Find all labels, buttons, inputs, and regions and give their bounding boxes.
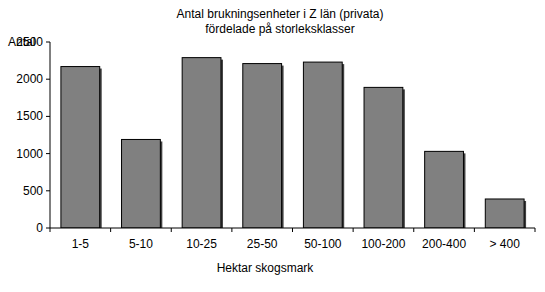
y-tick-label: 1000 xyxy=(16,147,43,161)
y-tick xyxy=(46,228,50,229)
y-tick-label: 500 xyxy=(23,184,43,198)
y-tick xyxy=(46,79,50,80)
x-tick-label: > 400 xyxy=(490,237,521,251)
x-tick-label: 5-10 xyxy=(129,237,153,251)
x-tick-label: 1-5 xyxy=(72,237,90,251)
y-tick xyxy=(46,153,50,154)
x-tick-label: 200-400 xyxy=(422,237,466,251)
x-tick xyxy=(171,228,172,232)
x-tick-label: 100-200 xyxy=(361,237,405,251)
bar xyxy=(425,151,464,228)
bar xyxy=(122,139,161,228)
bar xyxy=(243,64,282,228)
y-tick-label: 1500 xyxy=(16,109,43,123)
x-tick-label: 25-50 xyxy=(247,237,278,251)
bar xyxy=(303,62,342,228)
y-axis xyxy=(50,42,51,228)
x-tick xyxy=(535,228,536,232)
x-tick xyxy=(110,228,111,232)
bars xyxy=(61,58,526,228)
x-tick xyxy=(292,228,293,232)
bar xyxy=(182,58,221,228)
x-tick xyxy=(353,228,354,232)
chart-container: Antal brukningsenheter i Z län (privata)… xyxy=(0,0,545,292)
x-tick-label: 10-25 xyxy=(186,237,217,251)
chart-svg: Antal brukningsenheter i Z län (privata)… xyxy=(0,0,545,292)
bar xyxy=(485,199,524,228)
y-tick-label: 2000 xyxy=(16,72,43,86)
title-line: fördelade på storleksklasser xyxy=(205,22,354,36)
y-tick xyxy=(46,190,50,191)
title: Antal brukningsenheter i Z län (privata)… xyxy=(177,7,384,36)
y-tick xyxy=(46,42,50,43)
title-line: Antal brukningsenheter i Z län (privata) xyxy=(177,7,384,21)
y-tick xyxy=(46,116,50,117)
x-tick xyxy=(231,228,232,232)
y-tick-label: 0 xyxy=(36,221,43,235)
y-tick-label: 2500 xyxy=(16,35,43,49)
x-tick xyxy=(413,228,414,232)
x-tick xyxy=(50,228,51,232)
x-axis-label: Hektar skogsmark xyxy=(217,261,315,275)
x-tick-label: 50-100 xyxy=(304,237,342,251)
bar xyxy=(364,87,403,228)
bar xyxy=(61,67,100,228)
x-tick xyxy=(474,228,475,232)
